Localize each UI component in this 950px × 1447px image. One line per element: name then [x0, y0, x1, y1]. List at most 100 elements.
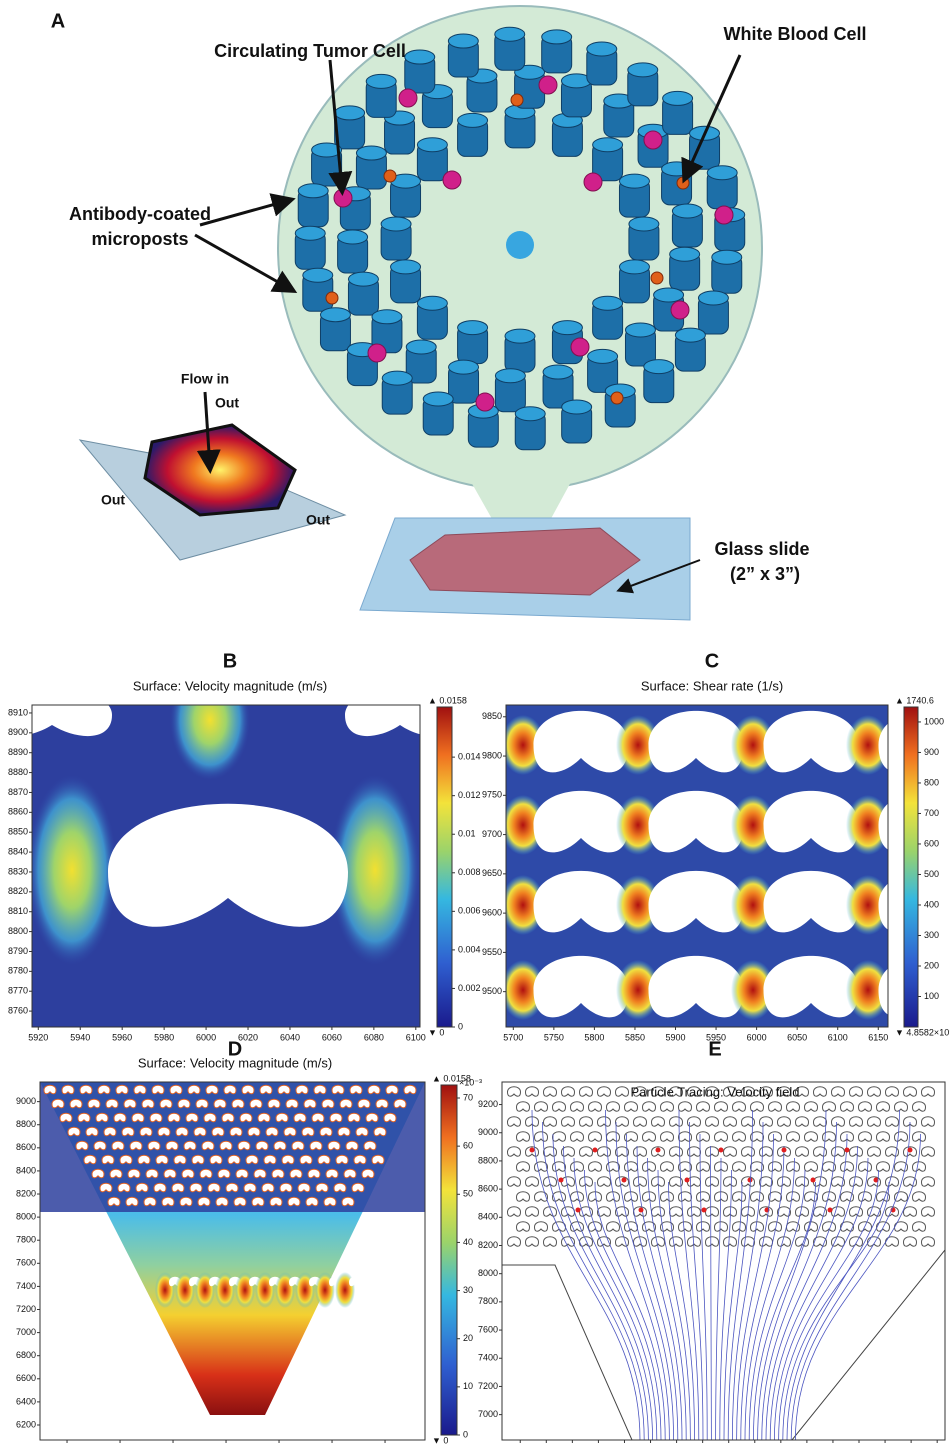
micropost-section: [340, 1099, 352, 1108]
micropost-section: [580, 1177, 593, 1186]
x-tick-label: 5960: [112, 1032, 132, 1042]
y-tick-label: 7600: [16, 1258, 36, 1268]
micropost-section: [260, 1085, 272, 1094]
tumor-cell: [476, 393, 494, 411]
micropost-top: [458, 321, 488, 335]
particle: [908, 1148, 913, 1153]
micropost-section: [100, 1183, 112, 1192]
micropost-section: [356, 1127, 368, 1136]
micropost-section: [850, 1147, 863, 1156]
field-high: [27, 775, 117, 965]
colorbar-tick-label: 0.01: [458, 829, 476, 839]
micropost-section: [194, 1127, 206, 1136]
micropost-section: [332, 1085, 344, 1094]
micropost-section: [760, 1147, 773, 1156]
micropost-top: [712, 250, 742, 264]
micropost-section: [625, 1222, 638, 1231]
micropost-section: [334, 1183, 346, 1192]
micropost-section: [284, 1127, 296, 1136]
micropost-section: [544, 1117, 557, 1126]
micropost-section: [580, 1147, 593, 1156]
micropost-section: [84, 1155, 96, 1164]
tumor-cell: [539, 76, 557, 94]
micropost-section: [508, 1087, 521, 1096]
micropost-section: [138, 1155, 150, 1164]
colorbar-max: ▲ 0.0158: [428, 695, 467, 705]
micropost-section: [778, 1237, 791, 1246]
y-tick-label: 8880: [8, 767, 28, 777]
micropost-section: [868, 1087, 881, 1096]
micropost-section: [136, 1183, 148, 1192]
micropost-section: [724, 1147, 737, 1156]
particle: [559, 1178, 564, 1183]
micropost-top: [391, 260, 421, 274]
micropost-section: [258, 1113, 270, 1122]
micropost-section: [913, 1132, 926, 1141]
micropost-top: [495, 369, 525, 383]
micropost-section: [352, 1183, 364, 1192]
micropost-section: [112, 1141, 124, 1150]
streamline: [753, 1182, 815, 1440]
micropost-section: [178, 1099, 190, 1108]
y-tick-label: 8910: [8, 707, 28, 717]
micropost-section: [571, 1132, 584, 1141]
micropost-section: [248, 1127, 260, 1136]
micropost-section: [598, 1117, 611, 1126]
micropost-section: [358, 1099, 370, 1108]
colorbar-tick-label: 50: [463, 1189, 473, 1199]
micropost-section: [44, 1085, 56, 1094]
micropost-section: [733, 1162, 746, 1171]
label: (2” x 3”): [730, 564, 800, 584]
y-tick-label: 7200: [16, 1304, 36, 1314]
micropost-section: [652, 1117, 665, 1126]
micropost-top: [406, 340, 436, 354]
y-tick-label: 8860: [8, 807, 28, 817]
particle: [702, 1208, 707, 1213]
streamline: [720, 1170, 732, 1440]
micropost-section: [94, 1141, 106, 1150]
tumor-cell: [334, 189, 352, 207]
micropost-section: [326, 1169, 338, 1178]
micropost-section: [625, 1102, 638, 1111]
micropost-section: [922, 1147, 935, 1156]
micropost-section: [841, 1162, 854, 1171]
micropost-section: [212, 1127, 224, 1136]
micropost-section: [850, 1087, 863, 1096]
tumor-cell: [571, 338, 589, 356]
y-tick-label: 9650: [482, 868, 502, 878]
micropost-section: [184, 1141, 196, 1150]
micropost-section: [814, 1117, 827, 1126]
x-tick-label: 6080: [364, 1032, 384, 1042]
colorbar-tick-label: 0.008: [458, 867, 481, 877]
micropost-top: [458, 113, 488, 127]
y-tick-label: 9750: [482, 790, 502, 800]
micropost-section: [796, 1177, 809, 1186]
colorbar-tick-label: 20: [463, 1333, 473, 1343]
micropost-section: [354, 1155, 366, 1164]
micropost-top: [625, 323, 655, 337]
x-tick-label: 5700: [503, 1032, 523, 1042]
x-tick-label: 5980: [154, 1032, 174, 1042]
micropost-section: [274, 1141, 286, 1150]
micropost-section: [242, 1085, 254, 1094]
micropost-section: [724, 1237, 737, 1246]
micropost-section: [240, 1113, 252, 1122]
tumor-cell: [644, 131, 662, 149]
micropost-section: [697, 1192, 710, 1201]
colorbar-tick-label: 800: [924, 777, 939, 787]
micropost-section: [278, 1085, 290, 1094]
micropost-section: [715, 1222, 728, 1231]
micropost-section: [706, 1117, 719, 1126]
micropost-section: [300, 1155, 312, 1164]
micropost-section: [282, 1155, 294, 1164]
colorbar-min: ▼ 0: [428, 1027, 444, 1037]
micropost-section: [670, 1117, 683, 1126]
particle: [530, 1148, 535, 1153]
micropost-top: [423, 392, 453, 406]
micropost-section: [553, 1132, 566, 1141]
micropost-section: [877, 1222, 890, 1231]
micropost-section: [404, 1085, 416, 1094]
micropost-section: [320, 1127, 332, 1136]
domain: [502, 1082, 945, 1440]
particle: [845, 1148, 850, 1153]
